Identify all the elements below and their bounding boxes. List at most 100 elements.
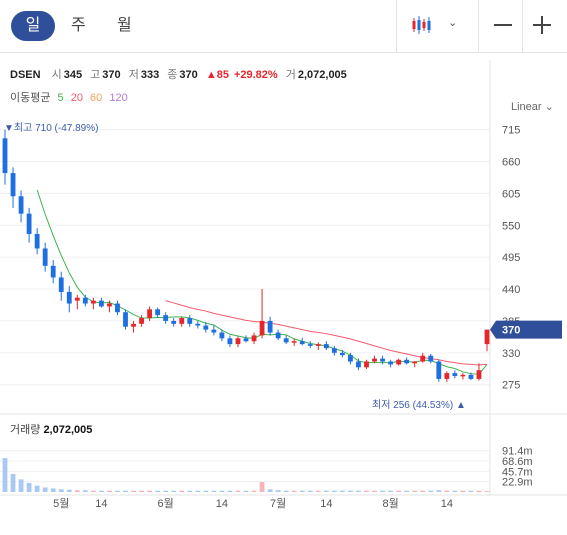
candle-body xyxy=(484,329,490,345)
ma120-label: 120 xyxy=(109,92,128,104)
volume-bar xyxy=(235,490,241,492)
volume-bar xyxy=(291,490,297,492)
candle-body xyxy=(372,358,377,362)
volume-grid xyxy=(0,450,490,483)
volume-bar xyxy=(428,490,434,492)
ma20-label: 20 xyxy=(70,92,83,104)
volume-bar xyxy=(179,490,185,492)
ma-legend-label: 이동평균 xyxy=(10,92,51,104)
toolbar: 일 주 월 ⌄ xyxy=(0,0,567,52)
candle-body xyxy=(468,374,474,379)
candle-body xyxy=(380,358,385,362)
volume-bar xyxy=(243,490,249,492)
candle-body xyxy=(82,297,88,304)
volume-value: 2,072,005 xyxy=(297,69,347,81)
volume-bar xyxy=(315,490,321,492)
candle-body xyxy=(98,300,104,307)
volume-bar xyxy=(10,473,16,492)
scale-mode-label: Linear xyxy=(511,101,542,113)
open-value: 345 xyxy=(63,69,83,81)
divider xyxy=(396,0,397,52)
price-tick-label: 550 xyxy=(502,220,520,232)
volume-bar xyxy=(388,490,394,492)
candle-body xyxy=(412,361,418,364)
candle-body xyxy=(396,359,402,365)
volume-bar xyxy=(98,490,104,492)
candle-body xyxy=(331,348,337,353)
scale-mode-dropdown[interactable]: Linear ⌄ xyxy=(511,100,554,113)
volume-bar xyxy=(26,482,32,492)
date-tick-label: 14 xyxy=(441,498,453,510)
price-tick-label: 385 xyxy=(502,316,520,328)
low-value: 333 xyxy=(140,69,160,81)
candle-body xyxy=(219,332,225,339)
candle-body xyxy=(283,338,289,343)
change-percent: +29.82% xyxy=(233,69,278,81)
volume-bar xyxy=(147,490,153,492)
candle-body xyxy=(179,318,185,324)
candle-body xyxy=(42,248,48,266)
volume-title-value: 2,072,005 xyxy=(43,424,93,436)
divider xyxy=(522,0,523,52)
volume-bar xyxy=(195,490,201,492)
candle-body xyxy=(339,352,345,356)
change-value: ▲85 xyxy=(205,69,229,81)
volume-bar xyxy=(307,490,313,492)
chevron-down-icon[interactable]: ⌄ xyxy=(448,17,458,29)
candle-body xyxy=(211,329,217,333)
candle-body xyxy=(50,265,56,278)
candle-body xyxy=(26,213,32,234)
volume-bar xyxy=(380,490,385,492)
candle-body xyxy=(356,361,361,368)
candlestick-icon[interactable] xyxy=(411,14,433,36)
volume-bar xyxy=(227,490,233,492)
volume-bar xyxy=(356,490,361,492)
candle-body xyxy=(2,138,8,174)
volume-bar xyxy=(364,490,369,492)
candle-body xyxy=(227,338,233,345)
volume-bar xyxy=(275,490,281,492)
volume-bar xyxy=(468,490,474,492)
volume-bar xyxy=(131,490,136,492)
low-label: 저 xyxy=(128,69,139,81)
tab-monthly[interactable]: 월 xyxy=(117,17,132,34)
candle-body xyxy=(123,312,128,327)
price-tick-label: 440 xyxy=(502,284,520,296)
candle-body xyxy=(460,374,466,377)
volume-bar xyxy=(452,490,458,492)
candle-body xyxy=(243,338,249,342)
close-label: 종 xyxy=(167,69,178,81)
volume-bar xyxy=(339,490,345,492)
candle-body xyxy=(115,303,120,313)
candle-body xyxy=(452,373,458,377)
price-axis: 275 330 385 440 495 550 605 660 715 xyxy=(502,125,520,392)
price-tick-label: 605 xyxy=(502,188,520,200)
high-value: 370 xyxy=(102,69,121,81)
tab-weekly[interactable]: 주 xyxy=(71,17,86,34)
tab-daily[interactable]: 일 xyxy=(11,11,55,41)
volume-bar xyxy=(171,490,177,492)
date-tick-label: 14 xyxy=(320,498,332,510)
candle-body xyxy=(428,355,434,362)
date-tick-label: 14 xyxy=(216,498,228,510)
ma5-label: 5 xyxy=(57,92,64,104)
volume-bar xyxy=(404,490,410,492)
candle-body xyxy=(299,341,305,345)
volume-bar xyxy=(115,490,120,492)
current-price-label: 370 xyxy=(502,325,520,337)
candle-body xyxy=(444,373,450,379)
candle-body xyxy=(74,297,80,301)
volume-bar xyxy=(2,458,8,492)
volume-bar xyxy=(323,490,329,492)
date-axis: 5월 14 6월 14 7월 14 8월 14 xyxy=(53,497,453,510)
candle-body xyxy=(66,291,72,304)
minus-icon[interactable] xyxy=(494,24,512,26)
volume-label: 거 xyxy=(285,69,296,81)
candle-body xyxy=(476,370,482,379)
candle-body xyxy=(203,325,209,330)
volume-bar xyxy=(348,490,353,492)
candle-body xyxy=(147,309,153,319)
volume-tick-label: 22.9m xyxy=(502,477,533,489)
chevron-down-icon: ⌄ xyxy=(544,101,554,113)
